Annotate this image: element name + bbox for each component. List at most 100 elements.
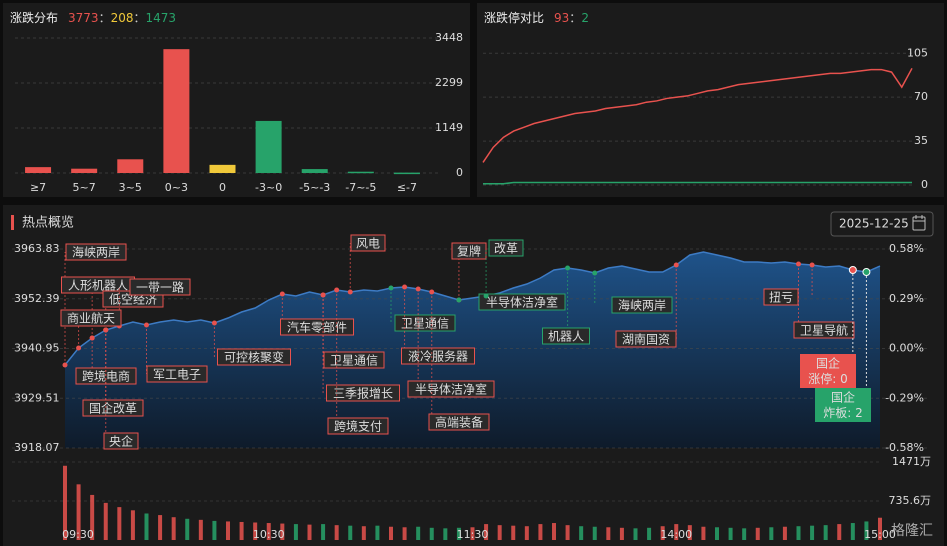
volume-bar [552,523,556,540]
volume-bar [144,513,149,540]
volume-bar [674,524,679,540]
x-tick-label: 15:00 [864,528,896,541]
summary-value: 2 [581,11,589,25]
x-tick-label: 10:30 [253,528,285,541]
y2-tick-label: 0.00% [889,342,924,355]
bar [301,169,328,173]
annotation-label: 卫星通信 [401,317,449,331]
x-tick-label: 3~5 [119,181,142,194]
volume-bar [266,523,271,540]
panel-limit [477,3,944,197]
volume-bar [402,527,407,540]
index-line [64,251,881,366]
bar [347,171,374,174]
x-tick-label: 0~3 [165,181,188,194]
y-tick-label: 3448 [435,31,463,44]
annotation-box [428,413,490,431]
summary-value: 3773 [68,11,99,25]
volume-bar [171,517,176,540]
annotation-dot [211,320,217,326]
volume-bar [130,510,135,540]
annotation-label: 卫星通信 [330,354,378,368]
volume-bar [728,527,733,540]
annotation-label: 半导体洁净室 [415,382,487,397]
volume-bar [429,527,434,540]
volume-bar [63,465,67,540]
volume-bar [647,527,652,540]
calendar-icon [912,215,926,231]
annotation-dot [565,265,571,271]
annotation-label: 央企 [109,434,133,449]
volume-bar [226,521,230,540]
volume-bar [212,520,217,540]
annotation-box [326,384,400,402]
volume-bar [293,524,298,540]
summary-value: 208 [111,11,134,25]
date[interactable]: 2025-12-25 [839,217,909,231]
annotation-label: 海峡两岸 [72,245,120,260]
x-tick-label: 09:30 [62,528,94,541]
volume-bar [782,526,787,540]
y2-tick-label: 0.29% [889,292,924,305]
series-line [483,181,912,185]
volume-bar [389,526,393,540]
summary-value: 1473 [146,11,177,25]
x-tick-label: 14:00 [660,528,692,541]
annotation-dot [809,262,815,268]
date-picker[interactable] [830,211,934,237]
volume-tick-label: 1471万 [892,455,931,468]
separator: : [832,372,840,386]
panel-title: 涨跌停对比 93：2 [484,10,589,25]
annotation-label: 三季报增长 [333,386,393,401]
volume-bar [837,524,842,540]
annotation-box [327,417,389,435]
volume-bar [280,523,285,540]
volume-bar [198,519,203,540]
bar [393,172,420,175]
x-tick-label: 11:30 [457,528,489,541]
limit-label: 炸板 [823,406,847,420]
annotation-dot [89,335,95,341]
y-tick-label: 105 [907,46,928,59]
limit-value: 0 [840,372,848,386]
x-tick-label: -3~0 [255,181,282,194]
annotation-label: 扭亏 [769,291,793,305]
title-accent [11,215,14,230]
volume-bar [606,527,611,540]
annotation-label: 军工电子 [153,368,201,382]
volume-bar [497,525,502,540]
volume-bar [538,524,543,540]
volume-bar [239,521,244,540]
volume-bar [185,518,190,540]
annotation-dot [62,362,68,368]
y-tick-label: 3963.83 [14,242,60,255]
annotation-box [60,309,122,327]
volume-bar [769,527,774,540]
annotation-dot [144,322,149,328]
volume-bar [633,528,638,540]
limit-name: 国企 [816,356,840,371]
limit-name: 国企 [831,390,855,405]
bar [71,168,98,173]
annotation-dot [76,345,82,351]
y-tick-label: 70 [914,90,928,103]
annotation-box [146,365,208,383]
x-tick-label: -7~-5 [345,181,376,194]
y-tick-label: 2299 [435,76,463,89]
annotation-box [478,293,566,311]
volume-bar [850,523,855,540]
annotation-label: 商业航天 [67,311,115,326]
volume-bar [511,525,516,540]
annotation-box [401,347,475,365]
annotation-label: 高端装备 [435,415,483,430]
y2-tick-label: -0.58% [885,441,924,454]
volume-bar [307,524,312,540]
volume-bar [90,494,95,540]
annotation-label: 海峡两岸 [618,298,666,313]
annotation-label: 可控核聚变 [224,350,284,365]
volume-bar [864,521,869,540]
annotation-label: 复牌 [457,245,481,259]
volume-bar [878,517,882,540]
summary-value: 93 [554,11,569,25]
